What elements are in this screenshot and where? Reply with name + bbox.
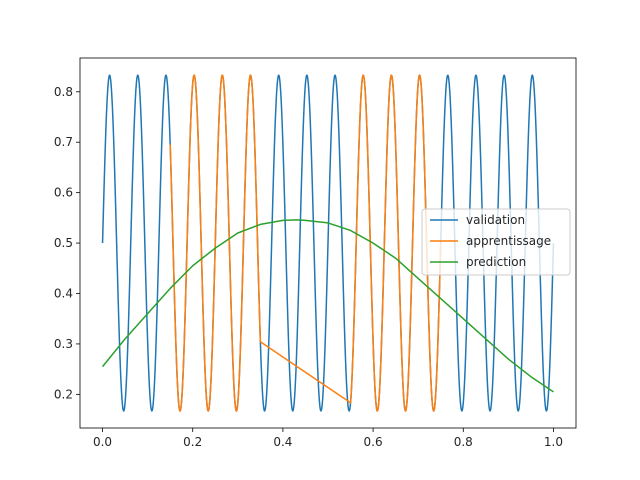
series-line-prediction <box>101 219 554 393</box>
legend-label-prediction: prediction <box>466 255 526 269</box>
legend: validation apprentissage prediction <box>421 208 571 276</box>
x-tick-label: 0.0 <box>93 435 112 449</box>
y-tick-label: 0.3 <box>54 337 73 351</box>
legend-label-validation: validation <box>466 213 525 227</box>
x-tick-label: 0.2 <box>183 435 202 449</box>
y-tick-label: 0.7 <box>54 135 73 149</box>
series-layer <box>101 74 555 412</box>
y-tick-label: 0.4 <box>54 287 73 301</box>
y-tick-label: 0.2 <box>54 387 73 401</box>
y-axis: 0.2 0.3 0.4 0.5 0.6 0.7 0.8 <box>54 85 80 401</box>
y-tick-label: 0.8 <box>54 85 73 99</box>
legend-box <box>421 208 571 276</box>
y-tick-label: 0.6 <box>54 186 73 200</box>
y-tick-label: 0.5 <box>54 236 73 250</box>
x-tick-label: 0.4 <box>273 435 292 449</box>
legend-label-apprentissage: apprentissage <box>466 234 551 248</box>
x-tick-label: 0.6 <box>364 435 383 449</box>
x-tick-label: 0.8 <box>454 435 473 449</box>
x-tick-label: 1.0 <box>544 435 563 449</box>
series-line-apprentissage <box>169 74 442 412</box>
x-axis: 0.0 0.2 0.4 0.6 0.8 1.0 <box>93 428 563 449</box>
